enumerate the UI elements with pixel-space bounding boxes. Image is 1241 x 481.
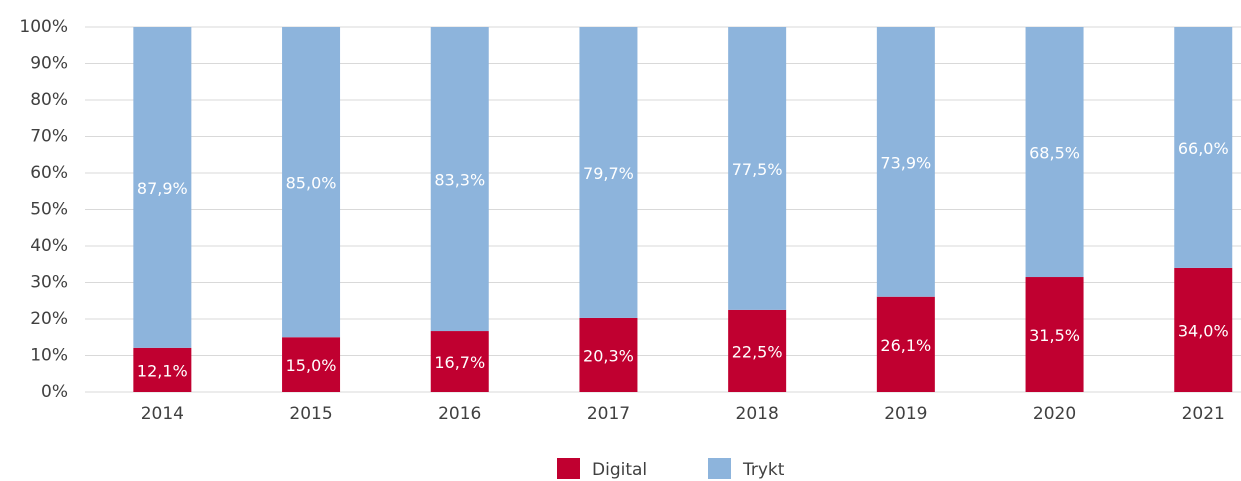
y-tick-label: 100% xyxy=(19,17,68,37)
y-tick-label: 10% xyxy=(30,346,68,366)
y-tick-label: 60% xyxy=(30,163,68,183)
bar-segment xyxy=(133,347,192,392)
value-label: 68,5% xyxy=(1029,144,1080,163)
y-tick-label: 70% xyxy=(30,127,68,147)
value-label: 31,5% xyxy=(1029,326,1080,345)
y-tick-label: 90% xyxy=(30,54,68,74)
legend-label: Trykt xyxy=(742,460,785,480)
value-label: 22,5% xyxy=(732,342,783,361)
bar-segment xyxy=(728,309,787,392)
value-label: 34,0% xyxy=(1178,321,1229,340)
bar-segment xyxy=(430,27,489,332)
x-tick-label: 2019 xyxy=(884,404,927,424)
x-tick-label: 2017 xyxy=(587,404,630,424)
x-tick-label: 2020 xyxy=(1033,404,1076,424)
y-tick-label: 40% xyxy=(30,236,68,256)
bar-segment xyxy=(133,27,192,348)
value-label: 26,1% xyxy=(880,336,931,355)
bar-segment xyxy=(579,27,638,318)
legend-label: Digital xyxy=(592,460,647,480)
bar-segment xyxy=(1174,267,1233,392)
legend-swatch xyxy=(708,458,731,479)
bar-segment xyxy=(728,27,787,310)
bar-segment xyxy=(282,27,341,338)
y-tick-label: 80% xyxy=(30,90,68,110)
value-label: 87,9% xyxy=(137,179,188,198)
value-label: 77,5% xyxy=(732,160,783,179)
legend-swatch xyxy=(557,458,580,479)
value-label: 73,9% xyxy=(880,153,931,172)
value-label: 12,1% xyxy=(137,361,188,380)
x-tick-label: 2018 xyxy=(736,404,779,424)
bar-segment xyxy=(876,296,935,392)
value-label: 15,0% xyxy=(286,356,337,375)
value-label: 20,3% xyxy=(583,346,634,365)
y-tick-label: 30% xyxy=(30,273,68,293)
bar-segment xyxy=(282,337,341,392)
bar-segment xyxy=(1174,27,1233,268)
value-label: 16,7% xyxy=(434,353,485,372)
bar-segment xyxy=(876,27,935,297)
bar-segment xyxy=(1025,277,1084,392)
x-tick-label: 2021 xyxy=(1182,404,1225,424)
bar-segment xyxy=(579,317,638,392)
y-tick-label: 50% xyxy=(30,200,68,220)
x-tick-label: 2015 xyxy=(289,404,332,424)
y-tick-label: 20% xyxy=(30,309,68,329)
value-label: 83,3% xyxy=(434,171,485,190)
x-tick-label: 2014 xyxy=(141,404,184,424)
x-tick-label: 2016 xyxy=(438,404,481,424)
value-label: 85,0% xyxy=(286,174,337,193)
y-tick-label: 0% xyxy=(41,382,68,402)
bar-segment xyxy=(1025,27,1084,278)
bar-segment xyxy=(430,331,489,392)
value-label: 66,0% xyxy=(1178,139,1229,158)
value-label: 79,7% xyxy=(583,164,634,183)
